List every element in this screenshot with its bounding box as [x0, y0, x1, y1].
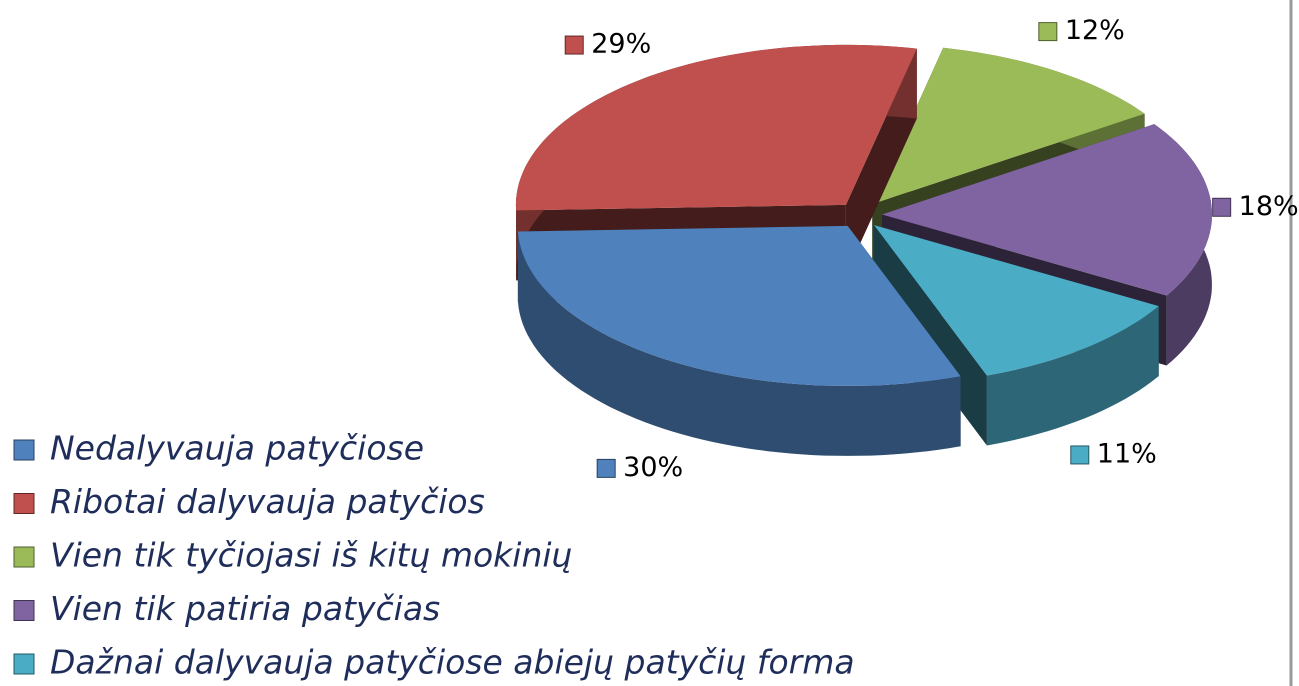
legend-marker [13, 546, 35, 568]
slice [874, 225, 1159, 376]
data-label: 18% [1239, 191, 1299, 222]
data-label-marker [1070, 445, 1090, 465]
legend-marker [13, 653, 35, 675]
legend-marker [13, 439, 35, 461]
slice-edge [517, 231, 961, 456]
slice [882, 124, 1212, 296]
data-label: 29% [591, 29, 651, 60]
data-label: 30% [623, 452, 683, 483]
legend-label: Nedalyvauja patyčiose [50, 429, 424, 468]
slice [872, 47, 1145, 205]
legend-label: Vien tik tyčiojasi iš kitų mokinių [50, 536, 572, 575]
data-label-marker [564, 35, 584, 55]
data-label-marker [1212, 197, 1232, 217]
slice [515, 44, 917, 211]
legend-label: Vien tik patiria patyčias [50, 589, 440, 628]
data-label-marker [596, 458, 616, 478]
data-label: 12% [1065, 15, 1125, 46]
slice-edge [986, 306, 1159, 446]
legend-marker [13, 600, 35, 621]
legend-label: Ribotai dalyvauja patyčios [50, 482, 485, 521]
legend-marker [13, 493, 35, 514]
data-label: 11% [1097, 438, 1157, 469]
data-label-marker [1038, 22, 1058, 42]
legend-label: Dažnai dalyvauja patyčiose abiejų patyči… [50, 643, 855, 682]
slice [517, 225, 961, 386]
